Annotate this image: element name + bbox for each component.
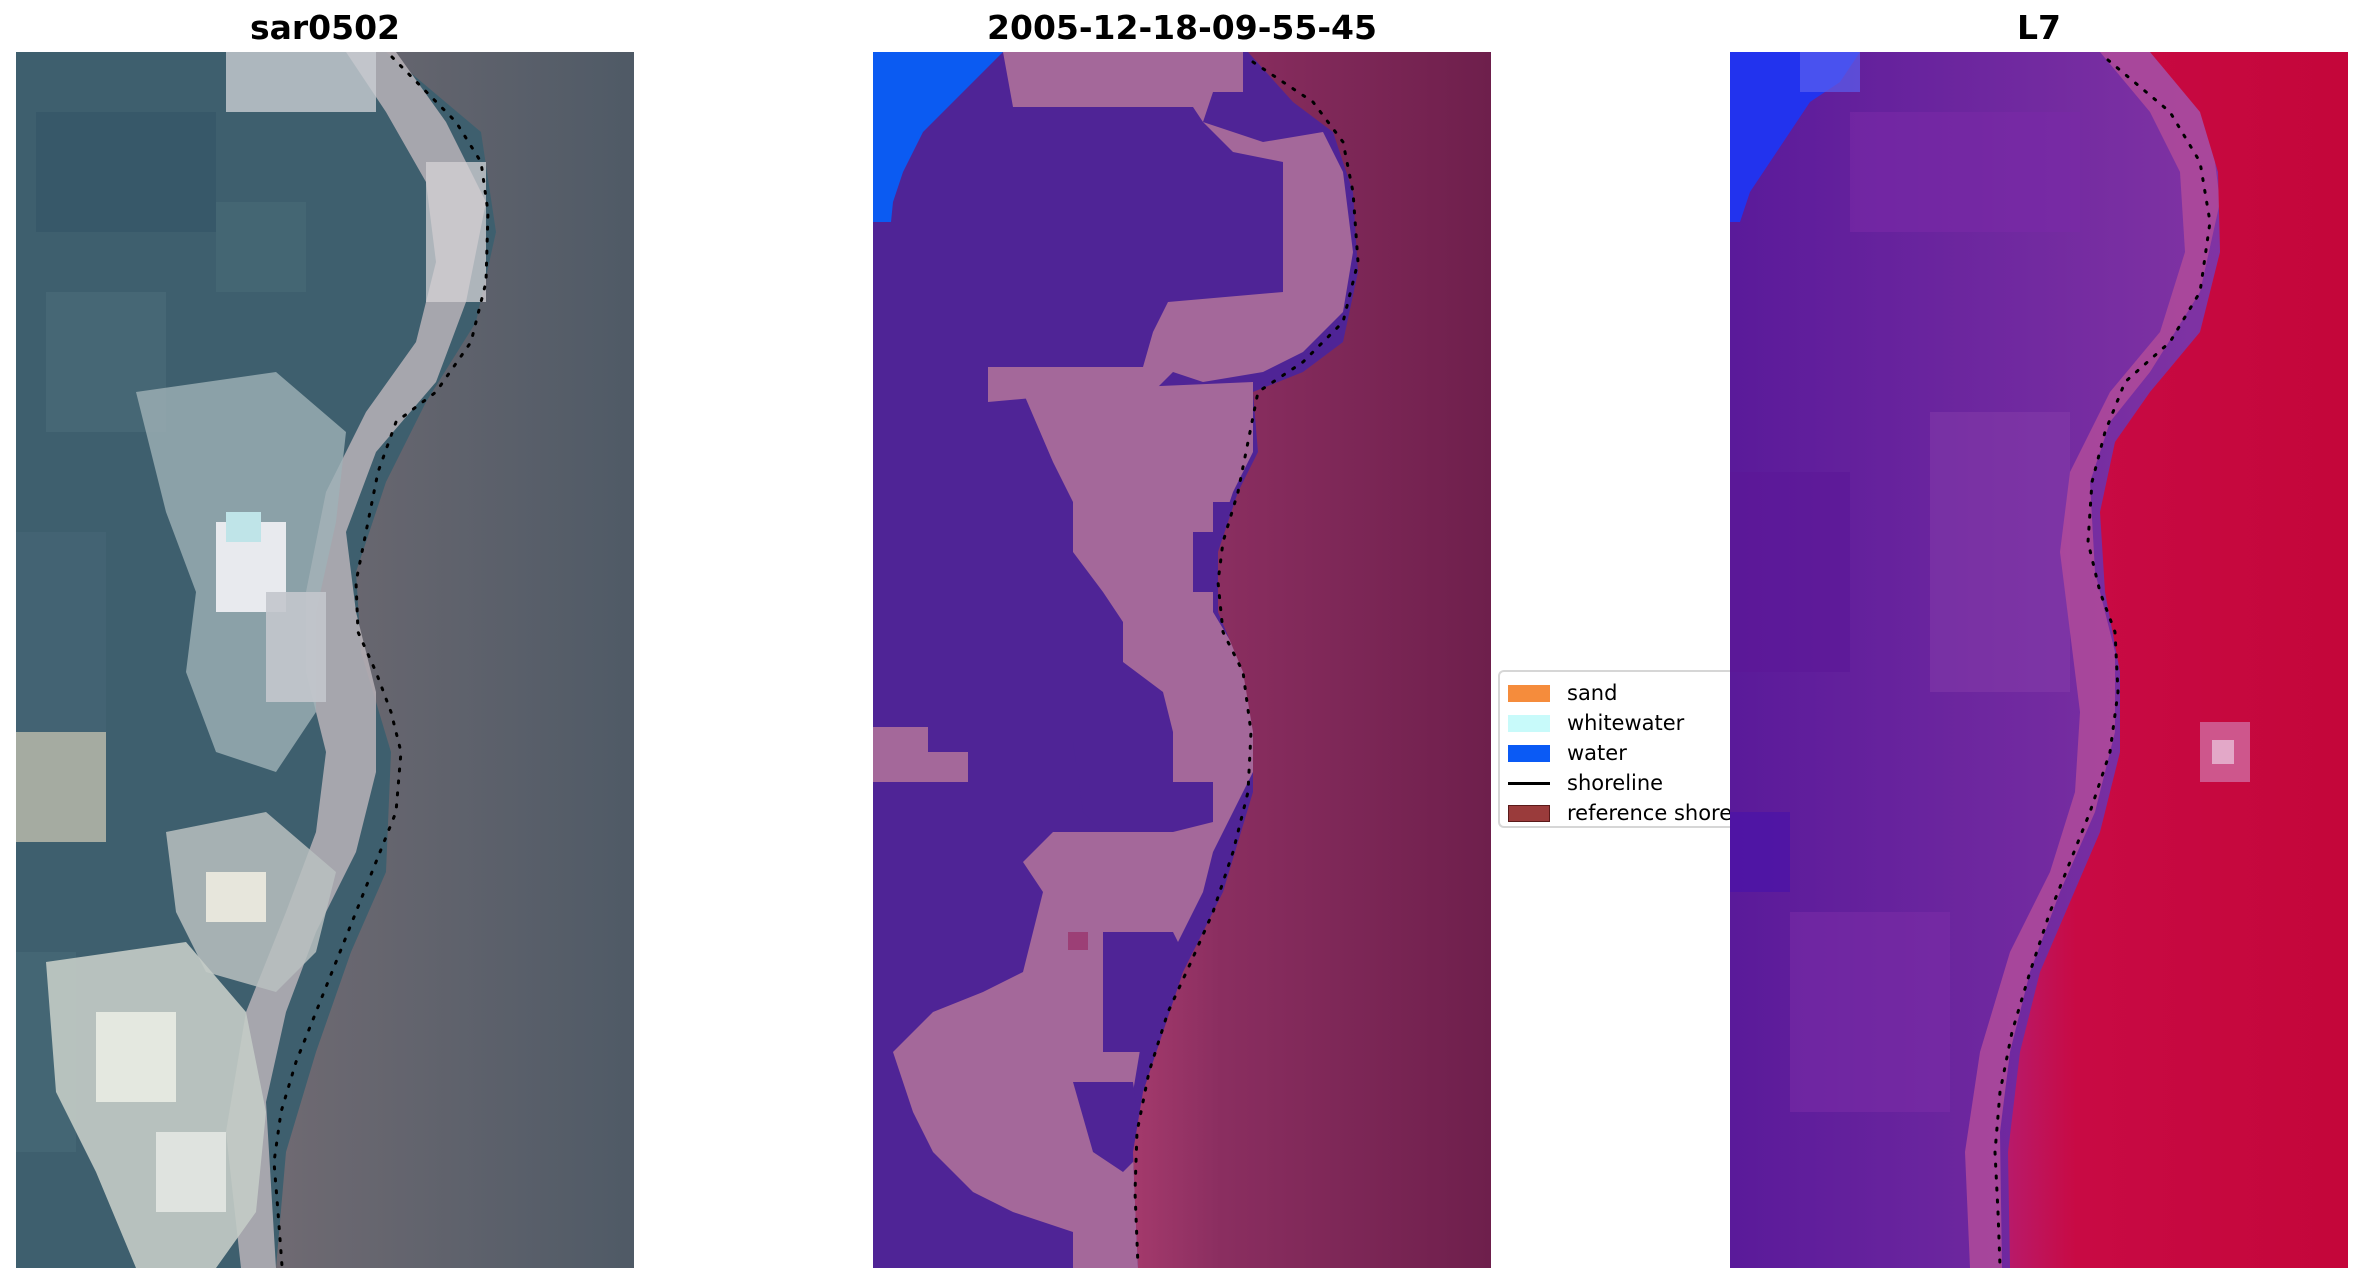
falsecolor-image [1730, 52, 2348, 1268]
class-sea-blue [873, 52, 1003, 222]
legend-label: water [1567, 741, 1627, 765]
legend-label: sand [1567, 681, 1618, 705]
panel-title-falsecolor: L7 [2017, 8, 2061, 47]
rgb-shoreline [272, 55, 490, 1268]
classified-image [873, 52, 1491, 1268]
legend-label: shoreline [1567, 771, 1664, 795]
fc-blue-corner [1730, 52, 1860, 222]
legend-item-sand: sand [1508, 680, 1617, 706]
legend-swatch-reference-shoreline [1508, 804, 1550, 822]
legend-label: whitewater [1567, 711, 1685, 735]
fc-land-area [2008, 52, 2348, 1268]
legend-swatch-water [1508, 744, 1550, 762]
rgb-image [16, 52, 634, 1268]
legend-item-whitewater: whitewater [1508, 710, 1684, 736]
falsecolor-image-panel [1730, 52, 2348, 1268]
legend-line-shoreline [1508, 781, 1550, 785]
legend: sand whitewater water shoreline referenc… [1498, 670, 1734, 828]
rgb-whitewater-top [226, 52, 376, 112]
rgb-whitewater-left [16, 732, 106, 842]
panel-title-rgb: sar0502 [249, 8, 401, 47]
legend-label: reference shoreline [1567, 801, 1734, 825]
class-whitewater-mid [893, 382, 1253, 1268]
rgb-land-area [276, 52, 634, 1268]
legend-item-water: water [1508, 740, 1627, 766]
panel-title-classified: 2005-12-18-09-55-45 [987, 8, 1377, 47]
legend-swatch-sand [1508, 684, 1550, 702]
legend-item-reference-shoreline: reference shoreline [1508, 800, 1734, 826]
class-whitewater-top [988, 52, 1353, 402]
legend-swatch-whitewater [1508, 714, 1550, 732]
classified-shoreline [1133, 60, 1360, 1268]
classified-image-panel [873, 52, 1491, 1268]
legend-item-shoreline: shoreline [1508, 770, 1663, 796]
class-land-area [1133, 52, 1491, 1268]
fc-shoreline [1993, 58, 2212, 1268]
rgb-image-panel [16, 52, 634, 1268]
